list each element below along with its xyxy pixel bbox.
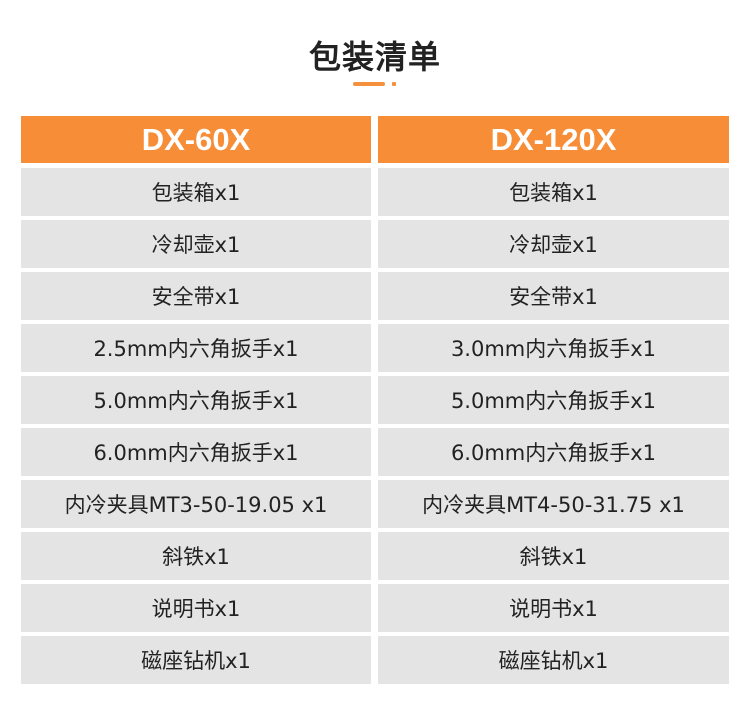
page-title: 包装清单: [308, 38, 441, 76]
table-cell: 说明书x1: [378, 584, 729, 632]
table-cell: 说明书x1: [21, 584, 371, 632]
table-cell: 2.5mm内六角扳手x1: [21, 324, 371, 372]
table-cell: 斜铁x1: [378, 532, 729, 580]
table-cell: 包装箱x1: [378, 168, 729, 216]
table-cell: 3.0mm内六角扳手x1: [378, 324, 729, 372]
table-cell: 5.0mm内六角扳手x1: [378, 376, 729, 424]
table-cell: 内冷夹具MT4-50-31.75 x1: [378, 480, 729, 528]
title-underline: [353, 82, 385, 86]
title-underline-dot: [392, 82, 396, 86]
table-cell: 安全带x1: [21, 272, 371, 320]
table-cell: 冷却壶x1: [378, 220, 729, 268]
table-cell: 5.0mm内六角扳手x1: [21, 376, 371, 424]
table-cell: 冷却壶x1: [21, 220, 371, 268]
table-cell: 磁座钻机x1: [21, 636, 371, 684]
column-header: DX-120X: [378, 116, 729, 163]
table-cell: 安全带x1: [378, 272, 729, 320]
column-header: DX-60X: [21, 116, 371, 163]
table-cell: 包装箱x1: [21, 168, 371, 216]
packing-list-table: DX-60X DX-120X 包装箱x1 包装箱x1 冷却壶x1 冷却壶x1 安全带x1…: [21, 116, 729, 688]
table-cell: 磁座钻机x1: [378, 636, 729, 684]
table-cell: 内冷夹具MT3-50-19.05 x1: [21, 480, 371, 528]
table-cell: 斜铁x1: [21, 532, 371, 580]
table-cell: 6.0mm内六角扳手x1: [21, 428, 371, 476]
table-cell: 6.0mm内六角扳手x1: [378, 428, 729, 476]
